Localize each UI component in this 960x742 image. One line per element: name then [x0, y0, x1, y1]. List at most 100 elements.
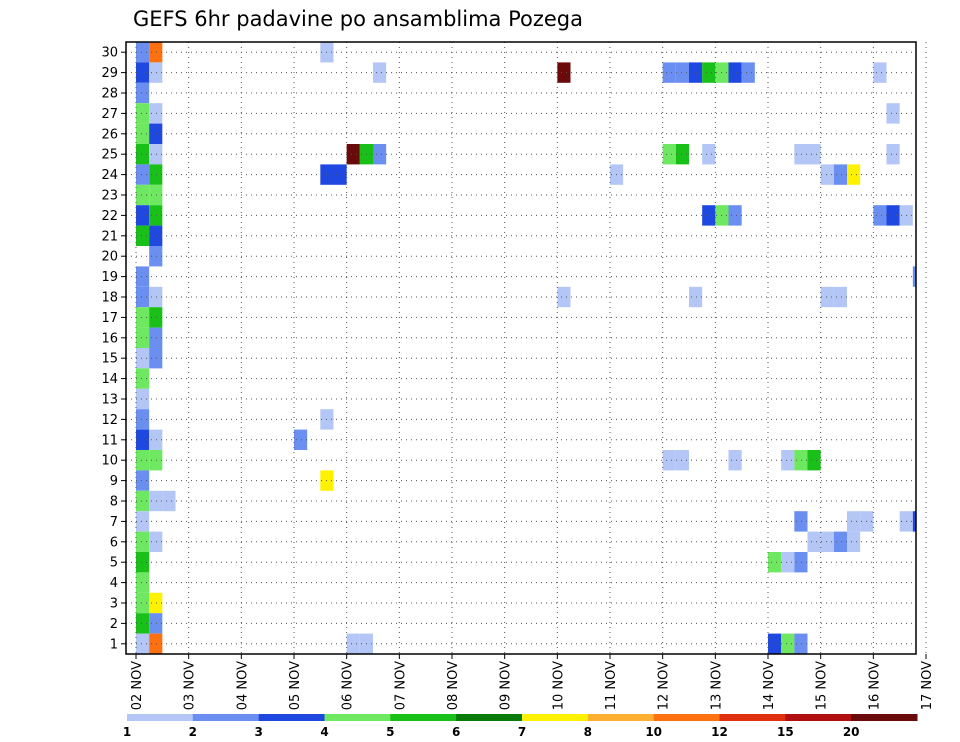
heatmap-cell	[136, 82, 150, 104]
heatmap-cell	[675, 450, 689, 471]
heatmap-cell	[149, 225, 163, 246]
x-tick-label: 06 NOV	[341, 661, 356, 710]
heatmap-cell	[346, 633, 360, 654]
colorbar: 1 2 3 4 5 6 7 8 10 12 15 20	[123, 714, 918, 739]
y-tick-label: 9	[110, 474, 118, 489]
heatmap-cell	[662, 62, 676, 83]
y-tick-label: 30	[101, 46, 118, 61]
heatmap-cell	[728, 62, 742, 83]
heatmap-cell	[912, 511, 916, 532]
heatmap-cell	[136, 205, 150, 226]
heatmap-cell	[820, 286, 834, 308]
heatmap-cell	[346, 144, 360, 165]
y-tick-label: 15	[101, 352, 118, 367]
heatmap-cell	[294, 429, 308, 450]
heatmap-cell	[149, 246, 163, 267]
x-tick-label: 14 NOV	[762, 661, 777, 710]
y-tick-label: 5	[110, 556, 118, 571]
y-tick-label: 11	[101, 433, 118, 448]
heatmap-cell	[149, 307, 163, 328]
y-tick-label: 10	[101, 454, 118, 469]
heatmap-cell	[149, 327, 163, 348]
y-tick-label: 3	[110, 597, 118, 612]
colorbar-label: 15	[777, 725, 794, 739]
y-tick-label: 21	[101, 229, 118, 244]
heatmap-cell	[136, 368, 150, 389]
heatmap-cell	[149, 144, 163, 165]
heatmap-cell	[781, 552, 795, 573]
heatmap-cell	[333, 164, 347, 185]
heatmap-cell	[136, 184, 150, 206]
colorbar-segment	[258, 714, 325, 721]
y-tick-label: 17	[101, 311, 118, 326]
heatmap-cell	[149, 613, 163, 634]
heatmap-cell	[136, 490, 150, 512]
heatmap-cell	[149, 348, 163, 369]
heatmap-cell	[136, 633, 150, 654]
heatmap-cell	[136, 144, 150, 165]
x-tick-label: 17 NOV	[920, 661, 935, 710]
heatmap-cell	[149, 286, 163, 308]
y-tick-label: 7	[110, 515, 118, 530]
heatmap-cell	[149, 205, 163, 226]
colorbar-label: 8	[584, 725, 592, 739]
x-tick-label: 02 NOV	[130, 661, 145, 710]
x-tick-label: 11 NOV	[604, 661, 619, 710]
heatmap-cell	[847, 531, 861, 552]
y-tick-label: 19	[101, 270, 118, 285]
heatmap-cell	[149, 531, 163, 552]
heatmap-cell	[136, 470, 150, 491]
heatmap-cell	[136, 409, 150, 430]
x-tick-label: 13 NOV	[709, 661, 724, 710]
y-tick-label: 22	[101, 209, 118, 224]
heatmap-cell	[136, 62, 150, 83]
heatmap-cell	[794, 633, 808, 654]
heatmap-cell	[886, 103, 900, 124]
y-tick-label: 8	[110, 495, 118, 510]
heatmap-cell	[820, 164, 834, 185]
x-tick-label: 10 NOV	[551, 661, 566, 710]
heatmap-cell	[807, 531, 821, 552]
colorbar-label: 5	[386, 725, 394, 739]
colorbar-segment	[127, 714, 194, 721]
y-tick-label: 6	[110, 535, 118, 550]
colorbar-label: 3	[254, 725, 262, 739]
heatmap-cell	[149, 490, 163, 512]
chart-title: GEFS 6hr padavine po ansamblima Pozega	[133, 7, 583, 31]
colorbar-label: 4	[320, 725, 328, 739]
colorbar-segment	[851, 714, 918, 721]
heatmap-cell	[136, 327, 150, 348]
heatmap-cell	[689, 62, 703, 83]
heatmap-cell	[794, 511, 808, 532]
heatmap-cell	[557, 286, 571, 308]
colorbar-segment	[522, 714, 589, 721]
heatmap-cell	[136, 511, 150, 532]
heatmap-cell	[847, 164, 861, 185]
colorbar-label: 6	[452, 725, 460, 739]
heatmap-cell	[149, 62, 163, 83]
heatmap-cell	[149, 184, 163, 206]
y-tick-label: 28	[101, 87, 118, 102]
heatmap-cell	[136, 307, 150, 328]
colorbar-segment	[587, 714, 655, 721]
grid-lines	[126, 42, 927, 654]
x-tick-label: 16 NOV	[867, 661, 882, 710]
x-tick-label: 15 NOV	[815, 661, 830, 710]
colorbar-label: 2	[189, 725, 197, 739]
heatmap-cell	[768, 552, 782, 573]
heatmap-cell	[741, 62, 755, 83]
heatmap-cell	[886, 205, 900, 226]
heatmap-cell	[689, 286, 703, 308]
y-tick-label: 18	[101, 291, 118, 306]
heatmap-cell	[781, 633, 795, 654]
heatmap-cell	[136, 450, 150, 471]
heatmap-cell	[149, 123, 163, 144]
heatmap-cell	[149, 42, 163, 63]
y-tick-label: 23	[101, 189, 118, 204]
heatmap-cell	[768, 633, 782, 654]
heatmap-cell	[162, 490, 176, 512]
heatmap-cell	[781, 450, 795, 471]
heatmap-cell	[149, 633, 163, 654]
heatmap-cell	[149, 164, 163, 185]
